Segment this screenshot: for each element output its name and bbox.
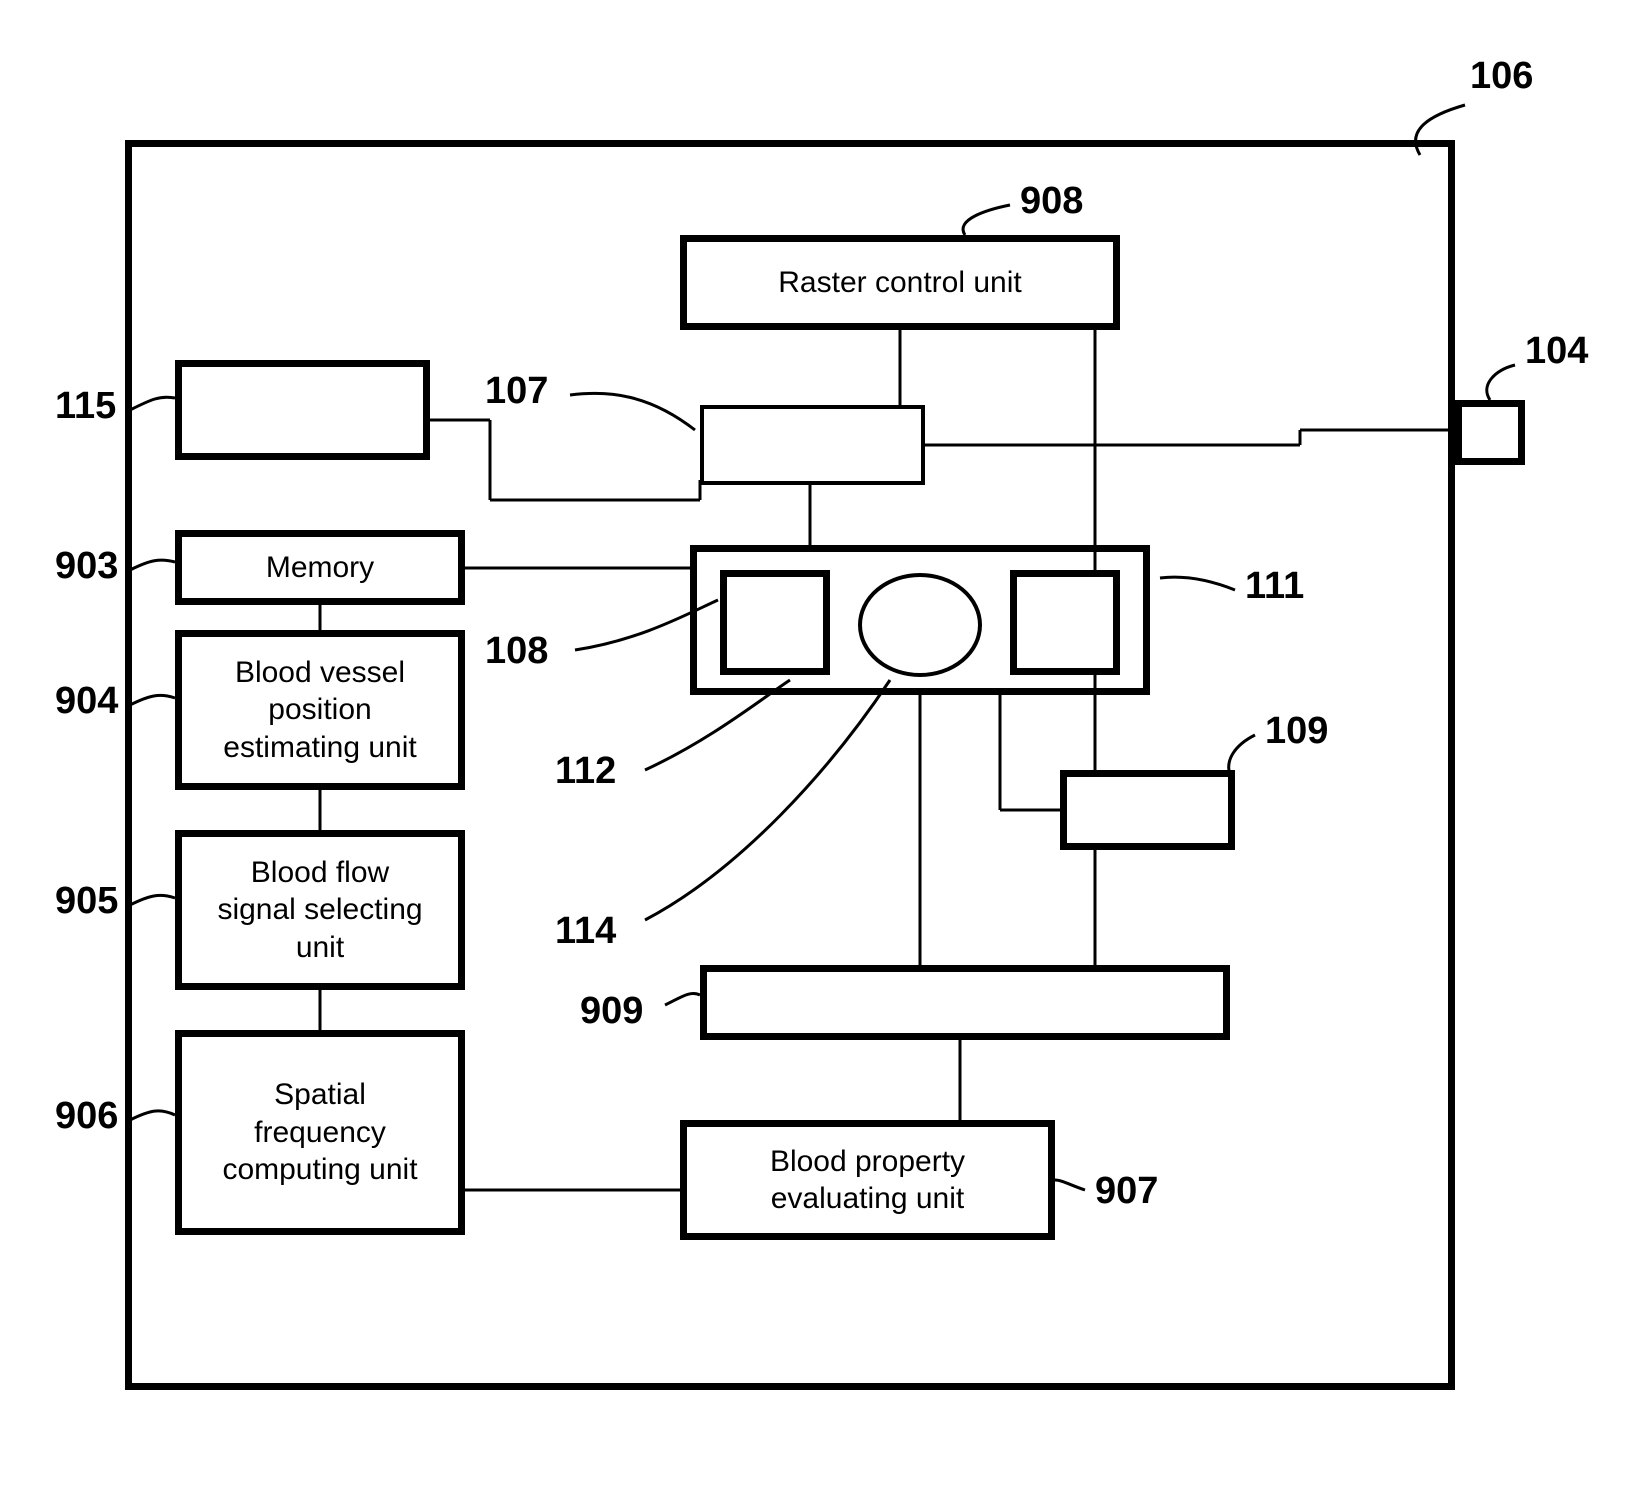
memory-box: Memory — [175, 530, 465, 605]
ref-label-904: 904 — [55, 680, 118, 723]
optics-square-left-108 — [720, 570, 830, 675]
ref-label-111: 111 — [1245, 565, 1304, 608]
box-909 — [700, 965, 1230, 1040]
ref-label-112: 112 — [555, 750, 616, 793]
box-107 — [700, 405, 925, 485]
bv-pos-label: Blood vesselpositionestimating unit — [223, 654, 416, 767]
ref-label-107: 107 — [485, 370, 548, 413]
ref-label-115: 115 — [55, 385, 116, 428]
optics-square-right — [1010, 570, 1120, 675]
ref-label-908: 908 — [1020, 180, 1083, 223]
box-104 — [1455, 400, 1525, 465]
blood-vessel-position-estimating-unit-box: Blood vesselpositionestimating unit — [175, 630, 465, 790]
box-109 — [1060, 770, 1235, 850]
ref-label-903: 903 — [55, 545, 118, 588]
raster-control-unit-label: Raster control unit — [778, 264, 1021, 302]
box-115 — [175, 360, 430, 460]
memory-label: Memory — [266, 549, 374, 587]
ref-label-909: 909 — [580, 990, 643, 1033]
blood-property-evaluating-unit-box: Blood propertyevaluating unit — [680, 1120, 1055, 1240]
ref-label-905: 905 — [55, 880, 118, 923]
bf-select-label: Blood flowsignal selectingunit — [217, 854, 422, 967]
ref-label-106: 106 — [1470, 55, 1533, 98]
diagram-stage: Raster control unit Memory Blood vesselp… — [0, 0, 1630, 1495]
raster-control-unit-box: Raster control unit — [680, 235, 1120, 330]
bp-eval-label: Blood propertyevaluating unit — [770, 1143, 965, 1218]
blood-flow-signal-selecting-unit-box: Blood flowsignal selectingunit — [175, 830, 465, 990]
ref-label-109: 109 — [1265, 710, 1328, 753]
ref-label-104: 104 — [1525, 330, 1588, 373]
ref-label-907: 907 — [1095, 1170, 1158, 1213]
spatial-frequency-computing-unit-box: Spatialfrequencycomputing unit — [175, 1030, 465, 1235]
sf-compute-label: Spatialfrequencycomputing unit — [222, 1076, 417, 1189]
ref-label-906: 906 — [55, 1095, 118, 1138]
ref-label-108: 108 — [485, 630, 548, 673]
ref-label-114: 114 — [555, 910, 616, 953]
